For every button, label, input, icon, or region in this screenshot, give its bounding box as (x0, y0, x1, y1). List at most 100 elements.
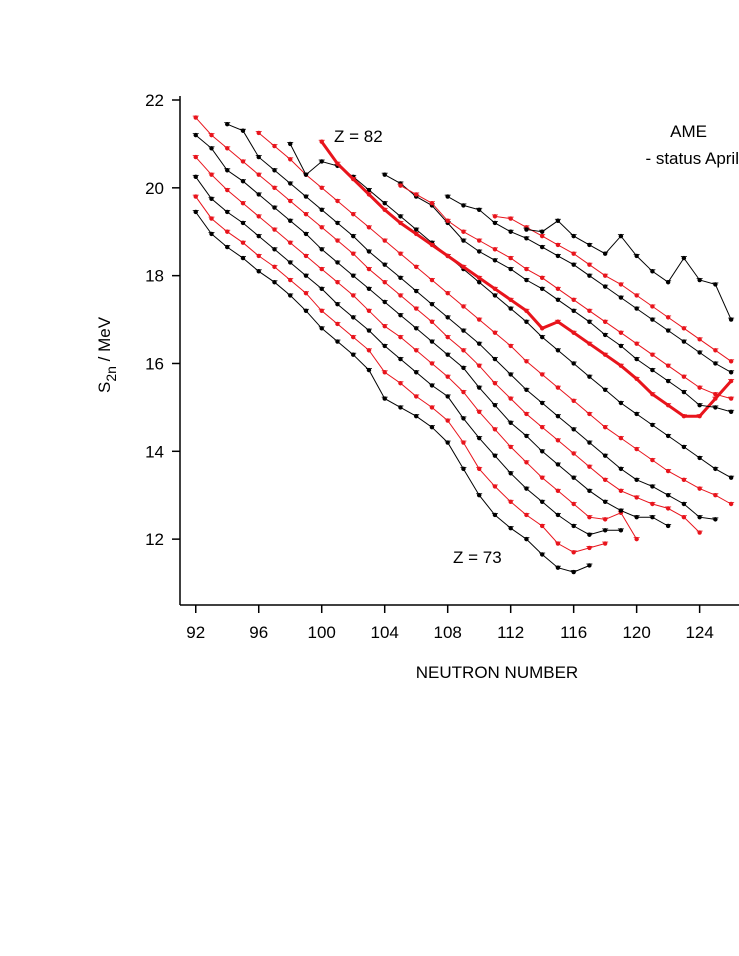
annotation: Z = 73 (453, 548, 502, 567)
series-line (258, 132, 732, 505)
data-point (571, 550, 576, 555)
data-point (272, 205, 277, 210)
data-point (240, 159, 246, 164)
series-line (195, 134, 669, 527)
y-tick-label: 14 (145, 442, 164, 461)
data-point (634, 253, 639, 259)
data-point (602, 541, 608, 546)
data-point (256, 154, 261, 160)
data-point (225, 187, 230, 193)
x-tick-label: 96 (249, 623, 268, 642)
data-point (476, 207, 482, 212)
y-tick-label: 22 (145, 91, 164, 110)
data-point (382, 238, 387, 243)
data-point (539, 552, 545, 557)
series-line (384, 174, 732, 413)
data-point (225, 209, 230, 215)
series-line (227, 123, 716, 520)
data-point (524, 512, 529, 518)
data-point (587, 242, 592, 248)
data-point (288, 157, 293, 162)
x-tick-label: 116 (560, 623, 587, 642)
data-point (413, 192, 419, 197)
data-point (445, 194, 450, 199)
data-point (461, 203, 466, 208)
data-point (555, 242, 561, 248)
data-point (665, 523, 671, 529)
data-point (193, 154, 198, 160)
series-line (526, 220, 732, 320)
series-line (195, 156, 638, 540)
data-point (539, 244, 545, 250)
y-tick-label: 18 (145, 267, 164, 286)
y-tick-label: 20 (145, 179, 164, 198)
data-point (303, 194, 309, 199)
data-point (193, 174, 198, 180)
data-point (413, 227, 419, 232)
annotation: - status April (645, 149, 739, 168)
data-point (366, 187, 372, 193)
data-point (382, 207, 387, 212)
data-point (256, 172, 261, 177)
data-point (319, 207, 324, 212)
data-point (398, 220, 403, 226)
data-point (335, 220, 340, 226)
data-point (697, 530, 702, 535)
data-point (240, 220, 246, 226)
data-point (256, 192, 261, 197)
y-label-sub: 2n (103, 366, 119, 382)
data-point (492, 220, 498, 226)
y-label-main: S (95, 382, 114, 393)
y-label-unit: / MeV (95, 316, 114, 366)
data-point (476, 238, 482, 243)
series-line (494, 215, 732, 362)
data-point (366, 192, 372, 197)
data-point (587, 563, 592, 568)
data-point (555, 512, 561, 518)
series-line (195, 117, 700, 533)
data-point (240, 240, 246, 245)
data-point (303, 172, 309, 177)
x-axis-label: NEUTRON NUMBER (416, 663, 578, 682)
data-point (524, 227, 529, 232)
data-point (209, 172, 214, 177)
x-tick-label: 100 (308, 623, 336, 642)
annotation: Z = 82 (334, 127, 383, 146)
data-point (382, 172, 387, 177)
series-line (195, 176, 621, 536)
data-point (319, 139, 324, 144)
data-point (288, 141, 293, 147)
data-point (319, 225, 324, 230)
series-line (400, 185, 732, 400)
data-point (571, 523, 576, 529)
x-tick-label: 108 (434, 623, 462, 642)
data-point (351, 176, 356, 182)
data-point (272, 227, 277, 232)
data-point (492, 512, 498, 518)
data-point (303, 253, 309, 259)
y-tick-label: 16 (145, 354, 164, 373)
x-tick-label: 112 (497, 623, 524, 642)
y-axis-label: S2n / MeV (95, 316, 119, 393)
annotation: AME (670, 122, 707, 141)
data-point (555, 253, 561, 259)
x-tick-label: 92 (186, 623, 205, 642)
y-tick-label: 12 (145, 530, 164, 549)
data-point (429, 242, 435, 248)
data-point (193, 209, 198, 215)
x-tick-label: 124 (685, 623, 713, 642)
data-point (461, 238, 466, 243)
x-tick-label: 120 (622, 623, 650, 642)
data-point (587, 532, 592, 537)
x-tick-label: 104 (371, 623, 399, 642)
data-point (539, 523, 545, 529)
data-point (272, 143, 277, 149)
data-point (225, 244, 230, 250)
data-point (193, 194, 198, 199)
data-point (366, 225, 372, 230)
data-point (555, 541, 561, 546)
data-point (319, 159, 324, 164)
data-point (335, 238, 340, 243)
data-point (256, 253, 261, 259)
